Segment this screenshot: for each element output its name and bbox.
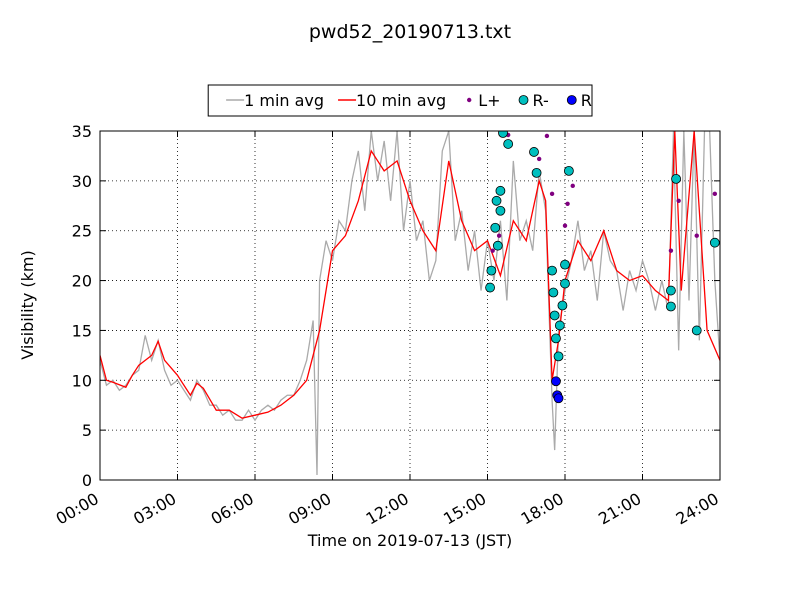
scatter-point: [491, 195, 502, 206]
scatter-point: [553, 351, 564, 362]
scatter-point: [496, 233, 502, 238]
scatter-point: [544, 133, 550, 139]
scatter-point: [531, 167, 542, 178]
scatter-point: [565, 201, 570, 206]
legend-swatch: [566, 95, 577, 105]
scatter-point: [551, 333, 561, 344]
scatter-point: [557, 300, 568, 311]
scatter-point: [503, 139, 514, 149]
legend-label: R: [581, 91, 592, 110]
scatter-point: [553, 393, 564, 404]
series-line: [100, 131, 720, 476]
scatter-point: [498, 131, 508, 138]
legend-label: 10 min avg: [356, 91, 446, 110]
legend-label: 1 min avg: [244, 91, 324, 110]
y-tick-label: 20: [72, 272, 92, 291]
scatter-point: [560, 278, 570, 289]
scatter-point: [671, 173, 681, 184]
scatter-point: [485, 282, 495, 293]
scatter-point: [547, 265, 557, 276]
scatter-point: [486, 265, 497, 276]
scatter-point: [570, 183, 575, 189]
scatter-point: [563, 165, 574, 176]
scatter-point: [666, 285, 676, 296]
scatter-point: [676, 198, 681, 203]
legend: 1 min avg 10 min avg L+ R- R: [207, 84, 593, 117]
scatter-point: [548, 287, 559, 298]
scatter-point: [536, 156, 542, 162]
scatter-point: [560, 259, 570, 270]
legend-swatch: [518, 95, 529, 105]
scatter-point: [490, 222, 501, 233]
chart-title: pwd52_20190713.txt: [309, 21, 511, 43]
scatter-point: [694, 233, 699, 238]
scatter-point: [549, 310, 560, 321]
y-tick-label: 5: [82, 421, 92, 440]
scatter-point: [691, 325, 702, 336]
y-tick-label: 10: [72, 371, 92, 390]
y-tick-label: 35: [72, 122, 92, 141]
y-tick-label: 30: [72, 172, 92, 191]
legend-label: L+: [478, 91, 500, 110]
plot-area: [100, 131, 720, 480]
scatter-point: [709, 237, 720, 248]
scatter-point: [712, 191, 718, 197]
x-axis-label: Time on 2019-07-13 (JST): [307, 531, 512, 550]
scatter-point: [562, 223, 568, 228]
y-tick-label: 15: [72, 321, 92, 340]
scatter-point: [529, 147, 539, 157]
scatter-point: [666, 301, 676, 312]
y-axis-label: Visibility (km): [18, 250, 37, 359]
scatter-point: [668, 248, 674, 253]
scatter-point: [554, 320, 565, 331]
legend-swatch: [466, 97, 472, 103]
series-line: [100, 131, 720, 419]
scatter-point: [492, 240, 503, 251]
scatter-point: [490, 248, 495, 253]
scatter-point: [495, 205, 506, 216]
y-tick-label: 0: [82, 471, 92, 490]
scatter-point: [549, 191, 555, 197]
y-tick-label: 25: [72, 222, 92, 241]
legend-label: R-: [533, 91, 549, 110]
scatter-point: [495, 185, 506, 196]
scatter-point: [551, 376, 561, 387]
